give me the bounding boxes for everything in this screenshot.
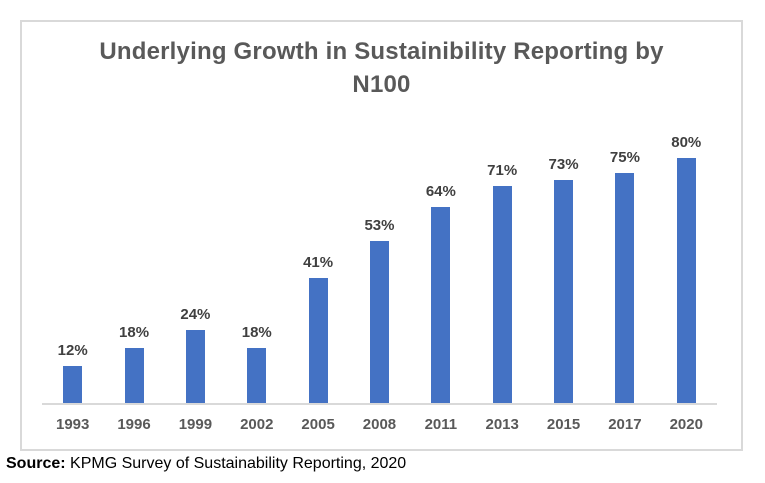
source-text: KPMG Survey of Sustainability Reporting,… xyxy=(65,455,407,472)
source-label: Source: xyxy=(6,455,66,472)
bar-value-label: 41% xyxy=(303,254,334,271)
x-axis-label: 2013 xyxy=(485,416,519,433)
bar xyxy=(63,366,83,403)
bar xyxy=(492,186,512,403)
bar-column: 64% xyxy=(410,105,471,403)
bar-value-label: 18% xyxy=(119,324,150,341)
x-axis-label: 1993 xyxy=(55,416,90,433)
x-axis-label: 2011 xyxy=(424,416,458,433)
bar-column: 12% xyxy=(42,105,103,403)
x-axis-label: 1999 xyxy=(178,416,213,433)
bar-column: 71% xyxy=(472,105,533,403)
bar xyxy=(124,348,144,403)
bar xyxy=(431,207,451,403)
bar-value-label: 53% xyxy=(364,217,395,234)
chart-title: Underlying Growth in Sustainibility Repo… xyxy=(99,38,664,98)
x-axis-label: 2017 xyxy=(608,416,642,433)
bar-value-label: 64% xyxy=(425,183,456,200)
x-axis-label: 2015 xyxy=(546,416,581,433)
bar xyxy=(676,158,696,403)
bar-value-label: 73% xyxy=(548,156,579,173)
source-note: Source: KPMG Survey of Sustainability Re… xyxy=(6,455,406,473)
bar-column: 73% xyxy=(533,105,594,403)
bar-value-label: 24% xyxy=(180,306,211,323)
bar xyxy=(554,180,574,403)
x-axis-label: 1996 xyxy=(117,416,151,433)
bar-value-label: 18% xyxy=(241,324,272,341)
x-axis-label: 2005 xyxy=(301,416,335,433)
bar-column: 80% xyxy=(656,105,717,403)
x-axis-labels: 1993 1996 1999 2002 2005 2008 2011 2013 2015 2017… xyxy=(42,416,717,433)
plot-area: 12% 18% 24% 18% 41% 53% 64% 71% 73% 75% 80% xyxy=(42,105,717,405)
bar xyxy=(369,241,389,403)
x-axis-label: 2020 xyxy=(669,416,703,433)
bar-value-label: 80% xyxy=(671,134,702,151)
bar-column: 18% xyxy=(103,105,164,403)
bar xyxy=(308,278,328,403)
bar-value-label: 75% xyxy=(609,149,640,166)
chart-container: Underlying Growth in Sustainibility Repo… xyxy=(20,20,743,451)
bar xyxy=(185,330,205,403)
bar-column: 53% xyxy=(349,105,410,403)
bar-value-label: 12% xyxy=(57,342,88,359)
bar xyxy=(615,173,635,403)
bar-value-label: 71% xyxy=(487,162,518,179)
bar-column: 41% xyxy=(287,105,348,403)
bar-column: 75% xyxy=(594,105,655,403)
bar xyxy=(247,348,267,403)
x-axis-label: 2008 xyxy=(362,416,397,433)
bar-column: 24% xyxy=(165,105,226,403)
x-axis-label: 2002 xyxy=(240,416,274,433)
bar-column: 18% xyxy=(226,105,287,403)
